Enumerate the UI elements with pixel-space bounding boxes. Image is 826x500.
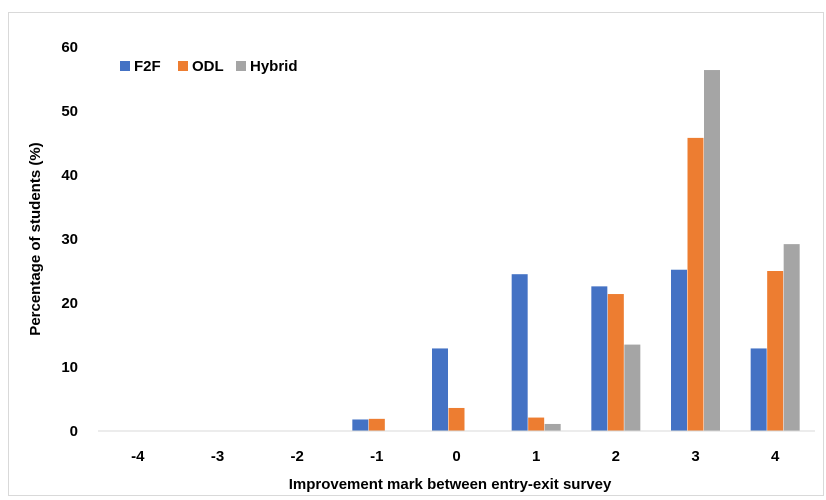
- x-tick-label: -1: [370, 448, 383, 465]
- legend-label-odl: ODL: [192, 58, 224, 75]
- bar-odl-4: [767, 271, 784, 431]
- bar-odl-3: [687, 137, 704, 431]
- x-tick-label: 4: [771, 448, 780, 465]
- bar-f2f--1: [352, 419, 369, 431]
- y-tick-label: 0: [70, 423, 78, 440]
- y-tick-label: 40: [61, 167, 78, 184]
- x-tick-label: -2: [290, 448, 303, 465]
- y-tick-label: 50: [61, 103, 78, 120]
- y-tick-label: 60: [61, 39, 78, 56]
- x-axis-title: Improvement mark between entry-exit surv…: [289, 476, 612, 493]
- x-tick-label: 1: [532, 448, 540, 465]
- legend-label-hybrid: Hybrid: [250, 58, 298, 75]
- bar-hybrid-1: [544, 423, 561, 431]
- legend-swatch-odl: [178, 61, 188, 71]
- y-tick-label: 20: [61, 295, 78, 312]
- bar-f2f-0: [432, 348, 448, 431]
- bar-odl-1: [528, 417, 545, 431]
- x-tick-label: -4: [131, 448, 145, 465]
- y-tick-label: 30: [61, 231, 78, 248]
- bar-odl--1: [368, 418, 385, 431]
- bar-f2f-3: [671, 269, 687, 431]
- x-tick-label: 3: [691, 448, 699, 465]
- y-axis-title: Percentage of students (%): [27, 142, 44, 335]
- legend-swatch-hybrid: [236, 61, 246, 71]
- bar-hybrid-3: [704, 70, 720, 431]
- bar-hybrid-4: [783, 244, 800, 431]
- x-tick-label: 2: [612, 448, 620, 465]
- legend-label-f2f: F2F: [134, 58, 161, 75]
- bar-f2f-1: [511, 274, 528, 431]
- x-tick-label: 0: [452, 448, 460, 465]
- bar-odl-2: [607, 294, 624, 431]
- bar-hybrid-2: [624, 344, 641, 431]
- legend-swatch-f2f: [120, 61, 130, 71]
- bar-f2f-2: [591, 286, 608, 431]
- y-tick-label: 10: [61, 359, 78, 376]
- bar-odl-0: [448, 407, 465, 431]
- bar-f2f-4: [750, 348, 767, 431]
- x-tick-label: -3: [211, 448, 224, 465]
